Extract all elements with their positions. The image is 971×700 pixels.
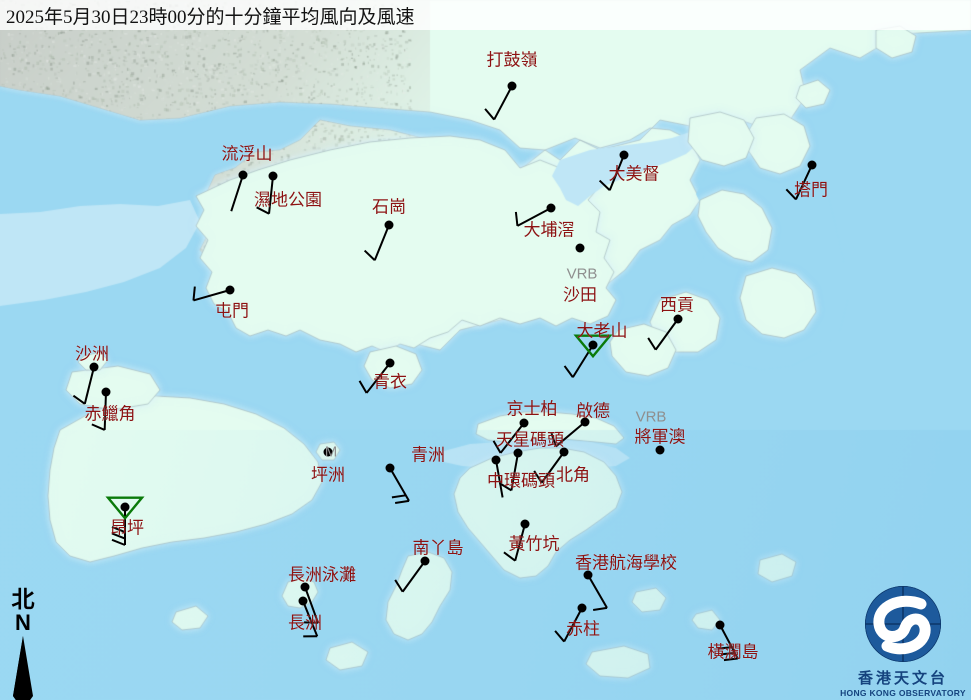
station-label[interactable]: 屯門	[215, 301, 249, 321]
station-label[interactable]: 橫瀾島	[707, 642, 759, 662]
compass-rose: 北 N	[6, 588, 40, 700]
station-label[interactable]: 將軍澳	[634, 427, 686, 447]
station-label[interactable]: 昂坪	[110, 518, 144, 538]
station-marker-dot[interactable]	[268, 171, 278, 181]
station-label[interactable]: 北角	[556, 465, 590, 485]
station-label[interactable]: 啟德	[576, 401, 610, 421]
station-label[interactable]: 赤柱	[566, 619, 600, 639]
station-label[interactable]: 長洲	[288, 613, 322, 633]
station-label[interactable]: 青洲	[411, 445, 445, 465]
station-label[interactable]: 中環碼頭	[487, 471, 555, 491]
station-label[interactable]: 香港航海學校	[575, 553, 677, 573]
station-marker-dot[interactable]	[101, 387, 111, 397]
station-marker-dot[interactable]	[577, 603, 587, 613]
variable-wind-indicator: M	[324, 443, 338, 461]
station-label[interactable]: 赤鱲角	[84, 404, 136, 424]
station-label[interactable]: 大埔滘	[523, 220, 575, 240]
station-marker-dot[interactable]	[225, 285, 235, 295]
station-label[interactable]: 流浮山	[221, 144, 273, 164]
station-label[interactable]: 沙田	[563, 285, 597, 305]
station-label[interactable]: 南丫島	[412, 538, 464, 558]
variable-wind-indicator: VRB	[635, 408, 667, 426]
north-arrow-icon	[13, 636, 33, 700]
station-marker-dot[interactable]	[384, 220, 394, 230]
station-label[interactable]: 坪洲	[311, 465, 345, 485]
page-title: 2025年5月30日23時00分的十分鐘平均風向及風速	[6, 6, 415, 28]
station-label[interactable]: 濕地公園	[254, 190, 322, 210]
station-label[interactable]: 打鼓嶺	[486, 50, 538, 70]
station-marker-dot[interactable]	[298, 596, 308, 606]
station-label[interactable]: 天星碼頭	[496, 430, 564, 450]
compass-en-label: N	[15, 610, 31, 635]
title-bar: 2025年5月30日23時00分的十分鐘平均風向及風速	[0, 0, 971, 30]
hko-logo-cn-name: 香港天文台	[857, 671, 948, 688]
station-marker-dot[interactable]	[546, 203, 556, 213]
station-marker-dot[interactable]	[491, 455, 501, 465]
station-label[interactable]: 黃竹坑	[508, 534, 560, 554]
station-label[interactable]: 長洲泳灘	[288, 565, 356, 585]
station-marker-dot[interactable]	[507, 81, 517, 91]
station-marker-dot[interactable]	[619, 150, 629, 160]
station-marker-dot[interactable]	[520, 519, 530, 529]
station-label[interactable]: 塔門	[794, 180, 828, 200]
station-label[interactable]: 青衣	[373, 372, 407, 392]
hko-swirl-logo-icon	[865, 586, 941, 663]
station-marker-dot[interactable]	[120, 502, 130, 512]
hko-logo-en-name: HONG KONG OBSERVATORY	[840, 687, 966, 698]
station-marker-dot[interactable]	[385, 358, 395, 368]
station-label[interactable]: 沙洲	[75, 344, 109, 364]
station-marker-dot[interactable]	[323, 447, 333, 457]
station-marker-dot[interactable]	[673, 314, 683, 324]
station-marker-dot[interactable]	[588, 340, 598, 350]
station-marker-dot[interactable]	[715, 620, 725, 630]
station-label[interactable]: 大老山	[576, 321, 628, 341]
station-marker-dot[interactable]	[807, 160, 817, 170]
station-marker-dot[interactable]	[238, 170, 248, 180]
station-marker-dot[interactable]	[385, 463, 395, 473]
station-label[interactable]: 大美督	[608, 164, 660, 184]
station-marker-dot[interactable]	[575, 243, 585, 253]
station-label[interactable]: 京士柏	[506, 399, 558, 419]
variable-wind-indicator: VRB	[566, 265, 598, 283]
station-marker-dot[interactable]	[655, 445, 665, 455]
station-label[interactable]: 石崗	[372, 197, 406, 217]
station-label[interactable]: 西貢	[660, 295, 694, 315]
hko-logo: 香港天文台 HONG KONG OBSERVATORY	[839, 582, 967, 698]
compass-cn-label: 北	[11, 587, 35, 612]
